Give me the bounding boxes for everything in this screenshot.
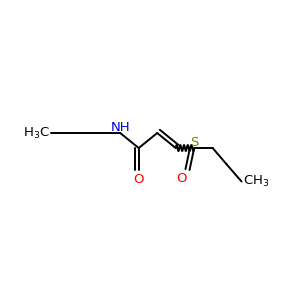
Text: NH: NH <box>110 122 130 134</box>
Text: H$_3$C: H$_3$C <box>23 125 50 141</box>
Text: O: O <box>177 172 187 185</box>
Text: CH$_3$: CH$_3$ <box>243 174 269 189</box>
Text: O: O <box>134 173 144 186</box>
Text: S: S <box>190 136 198 149</box>
